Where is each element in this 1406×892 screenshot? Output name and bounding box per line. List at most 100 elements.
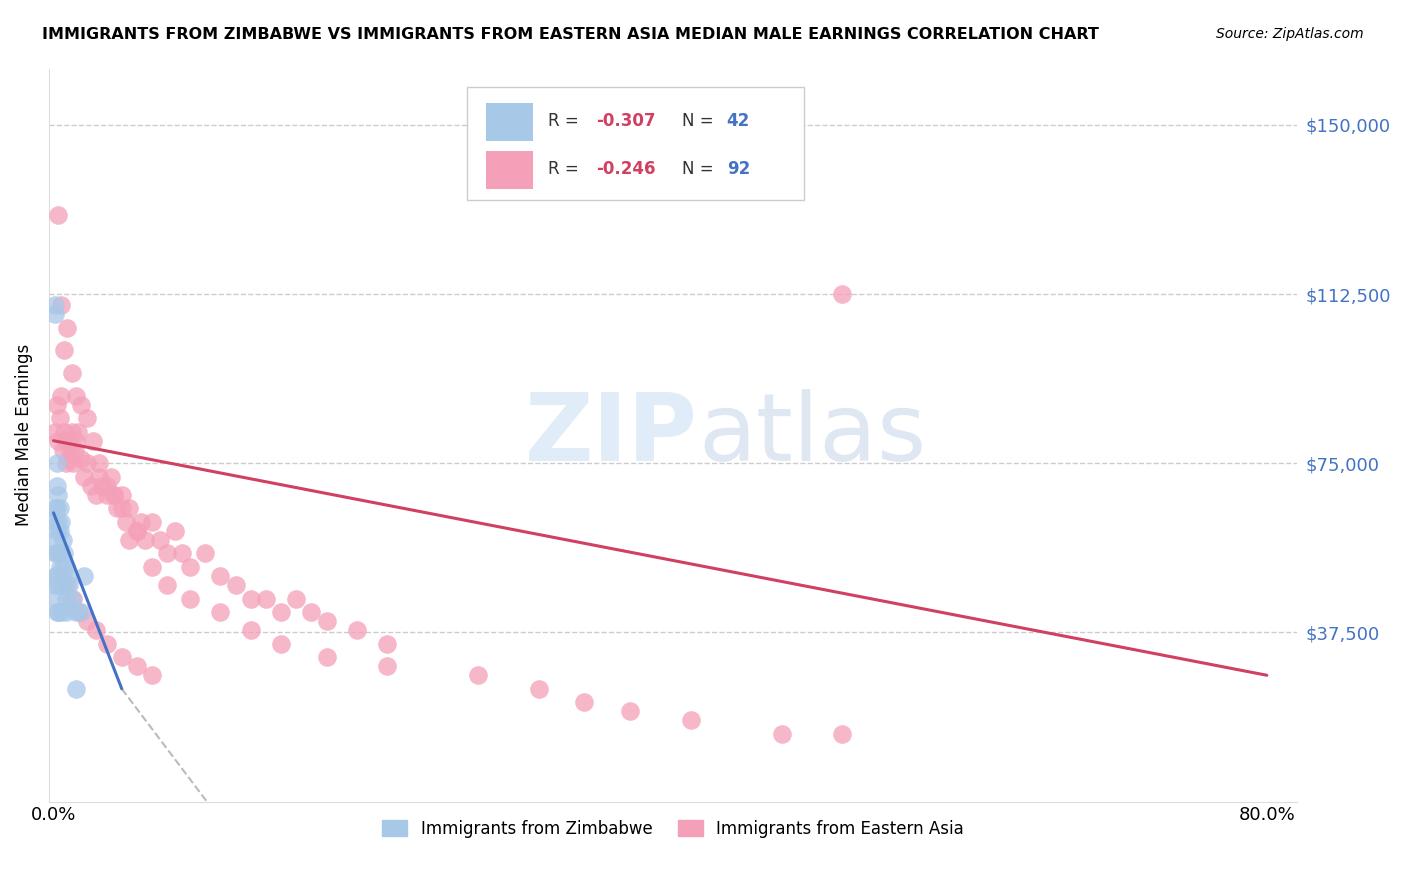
Point <box>239 623 262 637</box>
Point <box>375 637 398 651</box>
Point <box>118 533 141 547</box>
Point <box>56 578 79 592</box>
Point <box>209 605 232 619</box>
Point <box>111 650 134 665</box>
Point <box>52 569 75 583</box>
Point <box>299 605 322 619</box>
Point <box>45 398 67 412</box>
Point <box>103 488 125 502</box>
Point <box>44 298 66 312</box>
Point <box>65 388 87 402</box>
Point <box>125 524 148 538</box>
Point <box>55 605 77 619</box>
Point <box>48 524 70 538</box>
Point <box>62 456 84 470</box>
Point <box>66 425 89 439</box>
Point <box>53 578 76 592</box>
Point <box>65 434 87 448</box>
Point <box>141 668 163 682</box>
Point <box>194 546 217 560</box>
Point <box>55 560 77 574</box>
Point <box>49 298 72 312</box>
Point <box>44 546 66 560</box>
Point <box>346 623 368 637</box>
Point <box>619 704 641 718</box>
Point <box>73 569 96 583</box>
Point <box>45 479 67 493</box>
Point <box>96 488 118 502</box>
Point <box>67 605 90 619</box>
Point <box>55 591 77 606</box>
Point <box>52 560 75 574</box>
Point <box>44 591 66 606</box>
Point <box>44 569 66 583</box>
Point <box>65 605 87 619</box>
Point <box>52 442 75 457</box>
Point <box>46 488 69 502</box>
Point <box>270 605 292 619</box>
Point <box>58 578 80 592</box>
Point <box>179 591 201 606</box>
Y-axis label: Median Male Earnings: Median Male Earnings <box>15 344 32 526</box>
Point <box>44 515 66 529</box>
Point <box>48 411 70 425</box>
Bar <box>486 103 533 142</box>
Point <box>60 366 83 380</box>
Text: ZIP: ZIP <box>526 389 697 481</box>
Point <box>111 501 134 516</box>
Point <box>44 425 66 439</box>
Point <box>73 470 96 484</box>
Text: 42: 42 <box>727 112 749 130</box>
Text: N =: N = <box>682 160 718 178</box>
Point <box>125 659 148 673</box>
Point <box>105 501 128 516</box>
Point <box>100 470 122 484</box>
Point <box>44 501 66 516</box>
Point <box>46 605 69 619</box>
Point <box>141 560 163 574</box>
Point <box>375 659 398 673</box>
Point <box>52 533 75 547</box>
Point <box>44 307 66 321</box>
Point <box>45 524 67 538</box>
Text: -0.246: -0.246 <box>596 160 655 178</box>
Point <box>84 623 107 637</box>
Point <box>55 456 77 470</box>
Point <box>65 681 87 696</box>
Point <box>239 591 262 606</box>
Point <box>45 569 67 583</box>
Point <box>63 442 86 457</box>
Point <box>80 479 103 493</box>
Point <box>46 546 69 560</box>
Point <box>49 515 72 529</box>
Point <box>69 451 91 466</box>
Point <box>48 501 70 516</box>
Point <box>118 501 141 516</box>
Point <box>179 560 201 574</box>
Point <box>527 681 550 696</box>
Point <box>96 479 118 493</box>
Point <box>62 591 84 606</box>
Text: atlas: atlas <box>697 389 927 481</box>
Point <box>149 533 172 547</box>
Point <box>679 714 702 728</box>
Point <box>87 470 110 484</box>
Point <box>315 614 337 628</box>
Point <box>49 546 72 560</box>
Point <box>49 605 72 619</box>
Point <box>141 515 163 529</box>
Point <box>56 569 79 583</box>
Point <box>84 488 107 502</box>
Point <box>82 434 104 448</box>
Point <box>103 488 125 502</box>
Point <box>45 456 67 470</box>
Point <box>156 578 179 592</box>
Point <box>270 637 292 651</box>
Point <box>225 578 247 592</box>
Point <box>44 533 66 547</box>
Point <box>134 533 156 547</box>
Point <box>115 515 138 529</box>
Text: IMMIGRANTS FROM ZIMBABWE VS IMMIGRANTS FROM EASTERN ASIA MEDIAN MALE EARNINGS CO: IMMIGRANTS FROM ZIMBABWE VS IMMIGRANTS F… <box>42 27 1099 42</box>
Point <box>254 591 277 606</box>
Point <box>111 488 134 502</box>
